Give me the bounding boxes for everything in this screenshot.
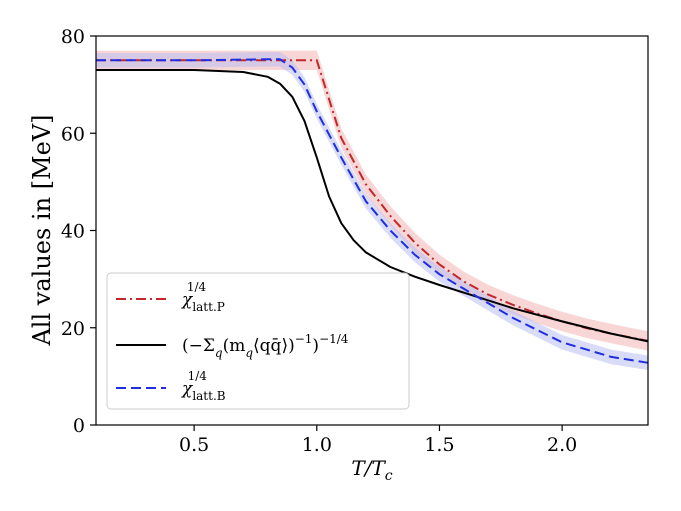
legend-label-condensate: (−Σq(mq⟨qq̄⟩)−1)−1/4: [182, 332, 349, 360]
x-axis-title: T/Tc: [351, 456, 392, 484]
x-tick-label: 1.5: [424, 434, 454, 456]
y-tick-label: 80: [61, 26, 85, 48]
y-tick-label: 60: [61, 123, 85, 145]
legend-label-latt-p: χlatt.P1/4: [181, 280, 225, 314]
y-ticks: 0 20 40 60 80: [61, 26, 96, 437]
svg-text:T/Tc: T/Tc: [351, 456, 392, 484]
legend: χlatt.P1/4 (−Σq(mq⟨qq̄⟩)−1)−1/4 χlatt.B1…: [106, 272, 410, 410]
y-tick-label: 40: [61, 221, 85, 243]
y-tick-label: 0: [73, 415, 85, 437]
x-tick-label: 1.0: [302, 434, 332, 456]
error-band-0: [96, 50, 648, 351]
error-bands: [96, 50, 648, 371]
series-line-2: [96, 58, 649, 364]
x-tick-label: 2.0: [547, 434, 577, 456]
error-band-2: [96, 52, 648, 371]
legend-label-latt-b: χlatt.B1/4: [181, 369, 226, 403]
y-axis-title: All values in [MeV]: [28, 114, 56, 346]
legend-box: [106, 272, 410, 410]
x-ticks: 0.5 1.0 1.5 2.0: [179, 425, 577, 456]
series-line-1: [96, 69, 649, 343]
series-lines: [96, 58, 649, 364]
y-tick-label: 20: [61, 318, 85, 340]
x-tick-label: 0.5: [179, 434, 209, 456]
